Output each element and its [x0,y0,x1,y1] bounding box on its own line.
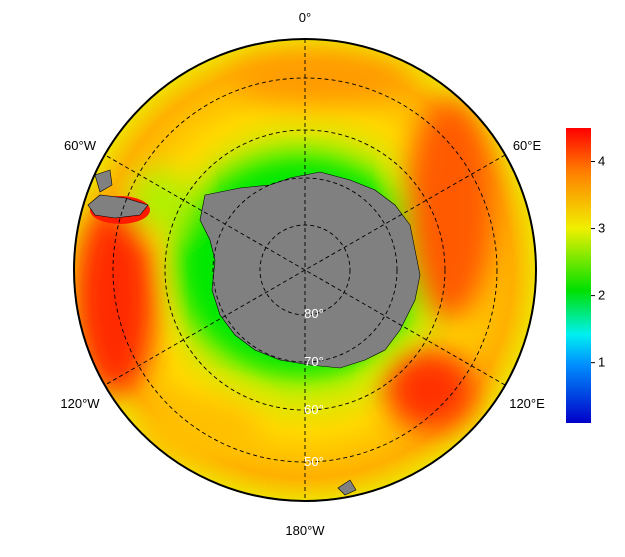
colorbar-tick-label: 2 [598,288,605,303]
colorbar-ticks: 1 2 3 4 [591,154,605,370]
island [337,479,357,496]
map-field [74,39,536,501]
colorbar-tick-label: 3 [598,221,605,236]
longitude-label: 120°W [60,396,100,411]
south-america [94,169,113,193]
antarctica [199,171,421,369]
map-border [73,38,537,502]
longitude-label: 120°E [509,396,545,411]
longitude-label: 60°W [64,138,97,153]
latitude-circle [212,177,398,363]
colorbar-tick-label: 1 [598,355,605,370]
latitude-label: 70° [304,354,324,369]
latitude-label: 50° [304,454,324,469]
longitude-label: 180°W [285,523,325,538]
peninsula [87,194,149,219]
latitude-label: 80° [304,306,324,321]
longitude-label: 60°E [513,138,542,153]
colorbar [566,128,591,423]
colorbar-tick-label: 4 [598,154,605,169]
latitude-label: 60° [304,402,324,417]
longitude-label: 0° [299,10,311,25]
